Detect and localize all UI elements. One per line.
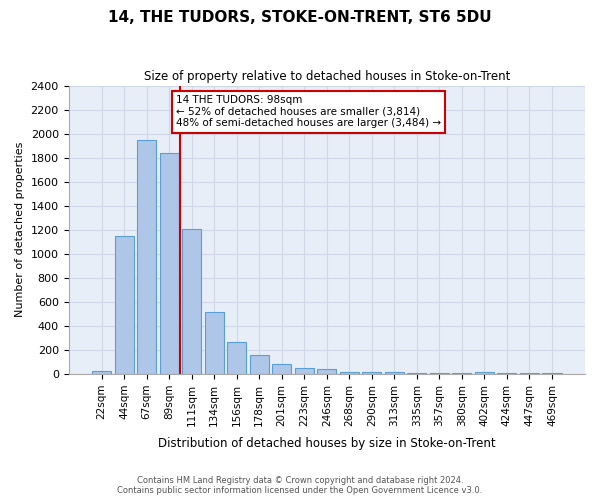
Bar: [317, 369, 337, 374]
Bar: [430, 373, 449, 374]
Y-axis label: Number of detached properties: Number of detached properties: [15, 142, 25, 318]
Bar: [407, 372, 427, 374]
Title: Size of property relative to detached houses in Stoke-on-Trent: Size of property relative to detached ho…: [143, 70, 510, 83]
Bar: [92, 370, 111, 374]
Bar: [137, 140, 156, 374]
Bar: [182, 228, 201, 374]
X-axis label: Distribution of detached houses by size in Stoke-on-Trent: Distribution of detached houses by size …: [158, 437, 496, 450]
Bar: [340, 372, 359, 374]
Text: 14 THE TUDORS: 98sqm
← 52% of detached houses are smaller (3,814)
48% of semi-de: 14 THE TUDORS: 98sqm ← 52% of detached h…: [176, 95, 441, 128]
Bar: [362, 372, 382, 374]
Bar: [160, 153, 179, 374]
Bar: [205, 312, 224, 374]
Bar: [295, 368, 314, 374]
Bar: [227, 342, 246, 374]
Bar: [452, 373, 472, 374]
Bar: [385, 372, 404, 374]
Text: Contains HM Land Registry data © Crown copyright and database right 2024.
Contai: Contains HM Land Registry data © Crown c…: [118, 476, 482, 495]
Bar: [475, 372, 494, 374]
Text: 14, THE TUDORS, STOKE-ON-TRENT, ST6 5DU: 14, THE TUDORS, STOKE-ON-TRENT, ST6 5DU: [108, 10, 492, 25]
Bar: [250, 356, 269, 374]
Bar: [115, 236, 134, 374]
Bar: [272, 364, 291, 374]
